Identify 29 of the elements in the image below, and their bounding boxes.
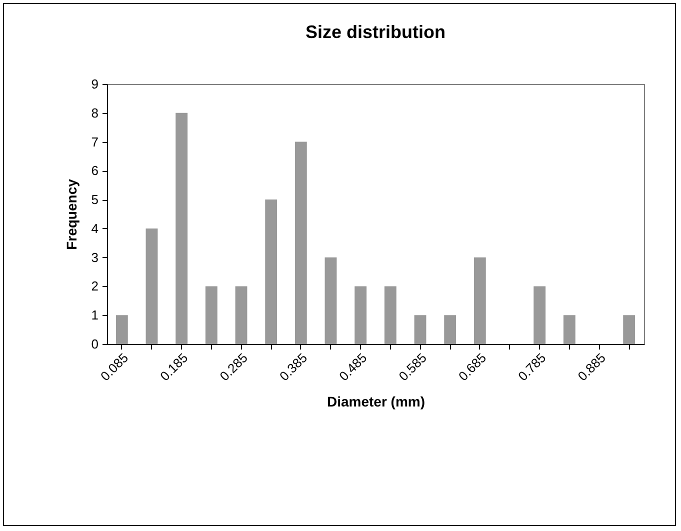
bar (534, 286, 546, 344)
bar (205, 286, 218, 344)
bar (294, 142, 307, 344)
y-tick-label: 1 (91, 308, 98, 323)
bar (384, 286, 396, 344)
bar (176, 112, 188, 344)
x-axis-title: Diameter (mm) (326, 394, 426, 410)
bar (444, 315, 456, 344)
bar (146, 228, 158, 344)
y-tick-label: 2 (91, 278, 98, 294)
y-tick-label: 9 (91, 76, 98, 92)
y-tick-label: 7 (91, 134, 98, 150)
bar (324, 257, 337, 344)
bar (354, 286, 367, 344)
y-tick-label: 0 (91, 336, 98, 352)
chart-title: Size distribution (305, 22, 446, 42)
y-tick-label: 3 (91, 250, 98, 265)
bar (623, 315, 636, 344)
y-tick-label: 4 (91, 220, 98, 236)
bar (235, 286, 248, 344)
y-tick-label: 8 (91, 105, 98, 120)
y-tick-label: 6 (91, 163, 98, 178)
bar (414, 315, 426, 344)
bar (265, 200, 278, 344)
bar (563, 315, 576, 344)
bar (474, 257, 486, 344)
y-axis-title: Frequency (63, 178, 80, 250)
y-tick-label: 5 (91, 192, 98, 208)
bar (116, 315, 128, 344)
